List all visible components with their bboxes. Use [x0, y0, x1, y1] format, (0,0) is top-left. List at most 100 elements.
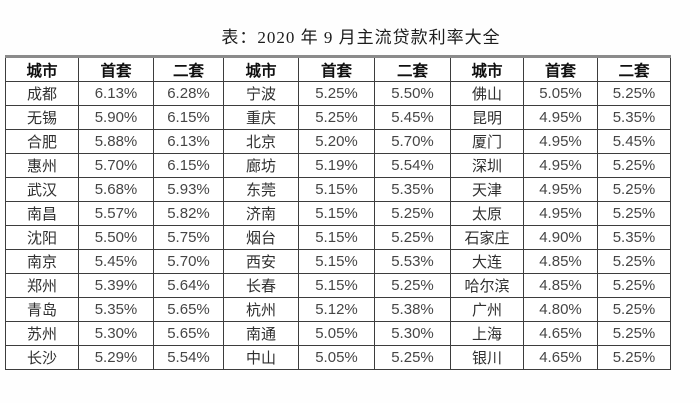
rate-cell: 4.95%	[523, 153, 598, 178]
city-cell: 银川	[450, 345, 524, 370]
city-cell: 厦门	[450, 129, 524, 154]
rate-cell: 5.54%	[153, 345, 224, 370]
rate-cell: 5.39%	[78, 273, 154, 298]
city-cell: 北京	[223, 129, 299, 154]
city-cell: 济南	[223, 201, 299, 226]
table-row: 南昌 5.57% 5.82% 济南 5.15% 5.25% 太原 4.95% 5.25%	[5, 201, 671, 226]
table-row: 长沙 5.29% 5.54% 中山 5.05% 5.25% 银川 4.65% 5.25%	[5, 345, 671, 370]
header-cell: 二套	[597, 56, 671, 82]
rate-cell: 5.50%	[78, 225, 154, 250]
table-row: 青岛 5.35% 5.65% 杭州 5.12% 5.38% 广州 4.80% 5.25%	[5, 297, 671, 322]
rate-cell: 5.57%	[78, 201, 154, 226]
city-cell: 西安	[223, 249, 299, 274]
rate-cell: 5.29%	[78, 345, 154, 370]
city-cell: 南昌	[5, 201, 79, 226]
rate-cell: 5.25%	[597, 81, 671, 106]
header-cell: 城市	[5, 56, 79, 82]
rate-cell: 5.70%	[78, 153, 154, 178]
rate-cell: 5.30%	[78, 321, 154, 346]
city-cell: 合肥	[5, 129, 79, 154]
rate-cell: 5.30%	[374, 321, 451, 346]
table-row: 无锡 5.90% 6.15% 重庆 5.25% 5.45% 昆明 4.95% 5.35%	[5, 105, 671, 130]
rate-cell: 5.05%	[298, 321, 375, 346]
rate-cell: 5.88%	[78, 129, 154, 154]
rate-cell: 4.80%	[523, 297, 598, 322]
rate-cell: 4.95%	[523, 177, 598, 202]
rate-cell: 4.85%	[523, 273, 598, 298]
rate-cell: 5.19%	[298, 153, 375, 178]
rate-cell: 5.20%	[298, 129, 375, 154]
rate-cell: 5.45%	[78, 249, 154, 274]
rate-cell: 5.25%	[597, 345, 671, 370]
rate-cell: 5.93%	[153, 177, 224, 202]
mortgage-rates-table: 城市 首套 二套 城市 首套 二套 城市 首套 二套 成都 6.13% 6.28% 宁波 5.25% 5.…	[5, 55, 671, 370]
rate-cell: 5.82%	[153, 201, 224, 226]
city-cell: 重庆	[223, 105, 299, 130]
city-cell: 东莞	[223, 177, 299, 202]
city-cell: 大连	[450, 249, 524, 274]
rate-cell: 5.25%	[597, 177, 671, 202]
rate-cell: 6.28%	[153, 81, 224, 106]
city-cell: 廊坊	[223, 153, 299, 178]
header-cell: 二套	[153, 56, 224, 82]
rate-cell: 5.70%	[374, 129, 451, 154]
rate-cell: 5.45%	[597, 129, 671, 154]
rate-cell: 4.65%	[523, 345, 598, 370]
rate-cell: 5.25%	[374, 345, 451, 370]
header-cell: 首套	[298, 56, 375, 82]
rate-cell: 4.95%	[523, 201, 598, 226]
rate-cell: 5.15%	[298, 201, 375, 226]
city-cell: 武汉	[5, 177, 79, 202]
city-cell: 苏州	[5, 321, 79, 346]
rate-cell: 5.35%	[374, 177, 451, 202]
table-row: 南京 5.45% 5.70% 西安 5.15% 5.53% 大连 4.85% 5.25%	[5, 249, 671, 274]
table-row: 苏州 5.30% 5.65% 南通 5.05% 5.30% 上海 4.65% 5.25%	[5, 321, 671, 346]
city-cell: 石家庄	[450, 225, 524, 250]
rate-cell: 5.65%	[153, 297, 224, 322]
rate-cell: 5.25%	[374, 225, 451, 250]
header-cell: 城市	[450, 56, 524, 82]
rate-cell: 5.15%	[298, 249, 375, 274]
city-cell: 南京	[5, 249, 79, 274]
city-cell: 青岛	[5, 297, 79, 322]
city-cell: 广州	[450, 297, 524, 322]
table-body: 成都 6.13% 6.28% 宁波 5.25% 5.50% 佛山 5.05% 5.25% 无锡 5.…	[5, 81, 671, 370]
rate-cell: 4.95%	[523, 105, 598, 130]
table-row: 沈阳 5.50% 5.75% 烟台 5.15% 5.25% 石家庄 4.90% 5.35%	[5, 225, 671, 250]
rate-cell: 5.35%	[597, 225, 671, 250]
rate-cell: 5.15%	[298, 177, 375, 202]
rate-cell: 5.25%	[597, 273, 671, 298]
rate-cell: 5.25%	[597, 201, 671, 226]
rate-cell: 6.15%	[153, 153, 224, 178]
table-row: 武汉 5.68% 5.93% 东莞 5.15% 5.35% 天津 4.95% 5.25%	[5, 177, 671, 202]
city-cell: 长沙	[5, 345, 79, 370]
city-cell: 佛山	[450, 81, 524, 106]
city-cell: 昆明	[450, 105, 524, 130]
rate-cell: 4.85%	[523, 249, 598, 274]
rate-cell: 6.15%	[153, 105, 224, 130]
table-row: 合肥 5.88% 6.13% 北京 5.20% 5.70% 厦门 4.95% 5.45%	[5, 129, 671, 154]
city-cell: 南通	[223, 321, 299, 346]
rate-cell: 5.53%	[374, 249, 451, 274]
header-cell: 首套	[523, 56, 598, 82]
table-caption: 表：2020 年 9 月主流贷款利率大全	[221, 28, 501, 47]
city-cell: 中山	[223, 345, 299, 370]
rate-cell: 5.15%	[298, 225, 375, 250]
city-cell: 宁波	[223, 81, 299, 106]
rate-cell: 5.50%	[374, 81, 451, 106]
rate-cell: 5.68%	[78, 177, 154, 202]
rate-cell: 5.38%	[374, 297, 451, 322]
rate-cell: 5.05%	[523, 81, 598, 106]
city-cell: 太原	[450, 201, 524, 226]
rate-cell: 5.70%	[153, 249, 224, 274]
city-cell: 沈阳	[5, 225, 79, 250]
city-cell: 杭州	[223, 297, 299, 322]
rate-cell: 5.75%	[153, 225, 224, 250]
header-cell: 二套	[374, 56, 451, 82]
rate-cell: 5.90%	[78, 105, 154, 130]
city-cell: 长春	[223, 273, 299, 298]
rate-cell: 4.90%	[523, 225, 598, 250]
rate-cell: 5.15%	[298, 273, 375, 298]
rate-cell: 5.25%	[597, 249, 671, 274]
